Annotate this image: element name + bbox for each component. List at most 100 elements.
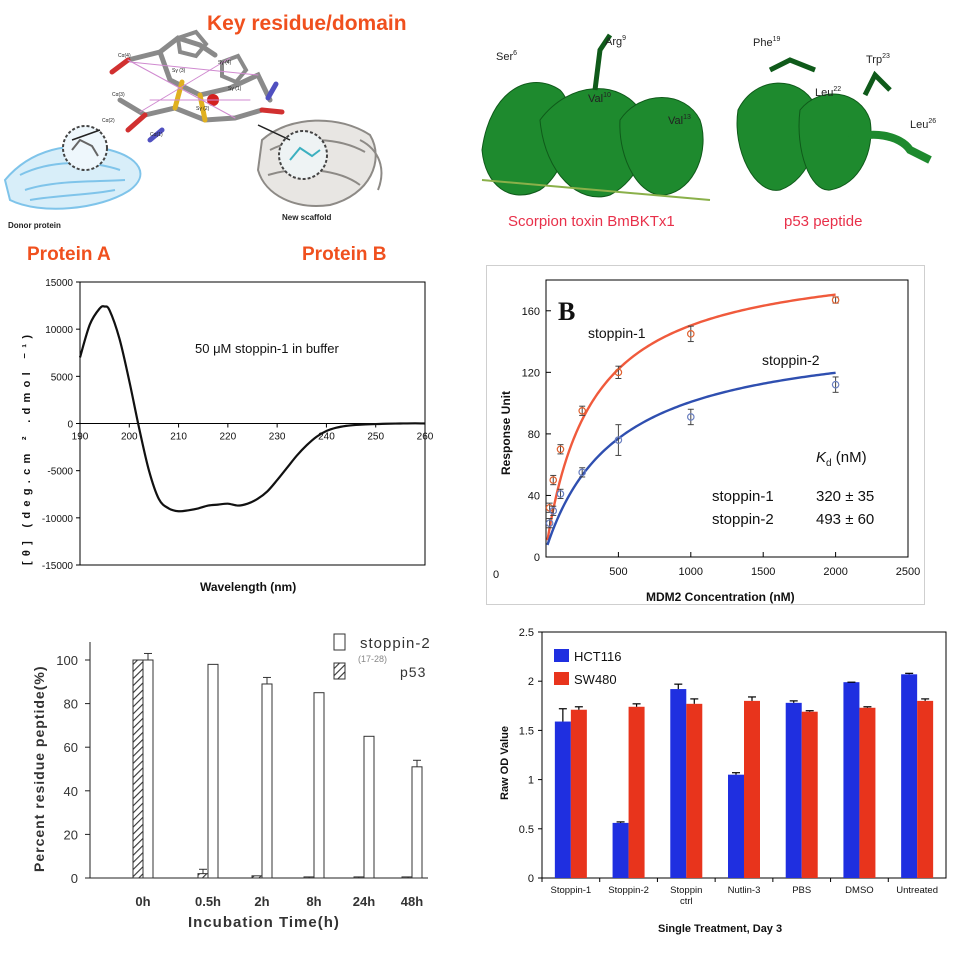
data-point-stoppin-1 [549,476,558,484]
legend-swatch-hct116 [554,649,569,662]
scorpion-toxin-helix [481,33,711,201]
od-x-tick-label: Stoppin ctrl [670,885,702,907]
stab-x-tick-label: 48h [401,894,423,909]
spr-panel-letter: B [558,297,575,326]
legend-label-stoppin-2: stoppin-2 [360,635,431,652]
p53-helix [736,57,932,191]
stab-y-tick-label: 100 [56,653,78,668]
stab-y-tick-label: 20 [64,827,78,842]
cd-x-tick-label: 210 [170,432,187,443]
residue-label: Leu26 [910,118,936,131]
stab-x-tick-label: 0h [135,894,150,909]
data-point-stoppin-1 [614,368,623,377]
od-x-tick-label: DMSO [845,885,874,896]
od-x-tick-label: Nutlin-3 [728,885,761,896]
spr-panel-border [486,265,925,605]
residue-label: Val10 [588,92,611,105]
cd-x-tick-label: 260 [417,432,434,443]
bar-HCT116 [554,721,571,878]
bar-stoppin-2 [411,766,423,879]
data-point-stoppin-2 [614,436,623,444]
stab-y-tick-label: 0 [71,871,78,886]
od-bar-chart: 0 0.5 1 1.5 2 2.5 Stoppin-1 Stoppin-2 Stoppin ct… [499,627,947,935]
structure-panel: Key residue/domain Cα(4) Sγ (3) Sγ (4) C… [3,12,407,262]
spr-x-tick-label: 2000 [823,566,847,578]
atom-label: Sγ (4) [218,60,232,66]
bar-stoppin-2 [261,683,273,879]
bar-SW480 [686,703,703,878]
legend-label-p53-sub: (17-28) [358,654,387,664]
legend-swatch-stoppin-2 [333,633,346,651]
atom-label: Cα(2) [102,118,115,124]
bar-SW480 [628,706,645,878]
spr-plot-frame [545,279,909,558]
series-label-stoppin-2: stoppin-2 [762,352,820,368]
bar-HCT116 [785,702,802,878]
legend-label-sw480: SW480 [574,672,617,687]
od-y-tick-label: 1.5 [519,725,534,737]
data-point-stoppin-1 [556,445,565,454]
stab-y-axis-label: Percent residue peptide(%) [31,666,47,873]
legend-swatch-sw480 [554,672,569,685]
bar-SW480 [801,711,818,878]
bar-stoppin-2 [313,692,325,879]
stab-y-tick-label: 60 [64,740,78,755]
stab-x-tick-label: 24h [353,894,375,909]
bar-p53 [353,876,365,879]
bar-SW480 [570,709,587,878]
scorpion-toxin-caption: Scorpion toxin BmBKTx1 [508,213,675,230]
bar-stoppin-2 [363,735,375,879]
data-point-stoppin-1 [831,296,840,304]
cd-x-tick-label: 240 [318,432,335,443]
od-x-tick-label: Stoppin-2 [608,885,649,896]
atom-label: Cα(3) [112,92,125,98]
spr-y-tick-label: 160 [522,306,540,318]
od-x-tick-label: PBS [792,885,811,896]
cd-y-axis-label: [θ] (deg.cm ² .dmol ⁻¹) [21,335,33,565]
stab-y-tick-label: 80 [64,697,78,712]
bar-HCT116 [612,822,629,878]
kd-row-name-2: stoppin-2 [712,511,774,528]
stab-x-tick-label: 8h [306,894,321,909]
od-y-tick-label: 0.5 [519,824,534,836]
residue-label: Val13 [668,114,691,127]
spr-x-tick-label: 1500 [751,566,775,578]
new-scaffold-ribbon [71,119,383,207]
cd-y-tick-label: 10000 [45,325,73,336]
bar-stoppin-2 [207,663,219,879]
cd-x-tick-label: 190 [72,432,89,443]
residue-label: Trp23 [866,53,890,66]
stab-x-tick-label: 2h [254,894,269,909]
kd-row-value-1: 320 ± 35 [816,488,874,505]
data-point-stoppin-2 [545,519,554,527]
legend-label-hct116: HCT116 [574,649,621,664]
bar-HCT116 [901,674,918,878]
cd-y-tick-label: -15000 [42,561,74,572]
od-x-tick-label: Untreated [896,885,938,896]
bar-p53 [132,659,144,879]
cd-x-axis-label: Wavelength (nm) [200,580,296,594]
residue-sticks-figure [109,29,285,143]
atom-label: Cα(1) [150,132,163,138]
bar-SW480 [917,700,934,878]
od-y-tick-label: 2.5 [519,627,534,639]
bar-p53 [303,876,315,879]
stab-y-tick-label: 40 [64,784,78,799]
data-point-stoppin-2 [687,413,695,421]
key-residue-title: Key residue/domain [207,12,407,35]
data-point-stoppin-2 [549,507,558,515]
od-y-axis-label: Raw OD Value [499,726,511,800]
residue-label: Leu22 [815,86,841,99]
spr-binding-chart: 0 40 80 120 160 0 500 1000 1500 2000 2500 B stopp… [486,265,925,605]
bar-HCT116 [670,689,687,878]
cd-x-tick-label: 200 [121,432,138,443]
od-y-tick-label: 1 [528,775,534,787]
spr-x-tick-label: 2500 [896,566,920,578]
atom-label: Sγ (3) [172,68,186,74]
cd-y-tick-label: -10000 [42,514,74,525]
data-point-stoppin-2 [556,490,565,498]
spr-x-tick-label: 0 [493,569,499,581]
data-point-stoppin-2 [578,468,587,477]
spr-x-tick-label: 500 [609,566,627,578]
cd-y-tick-label: -5000 [47,467,73,478]
